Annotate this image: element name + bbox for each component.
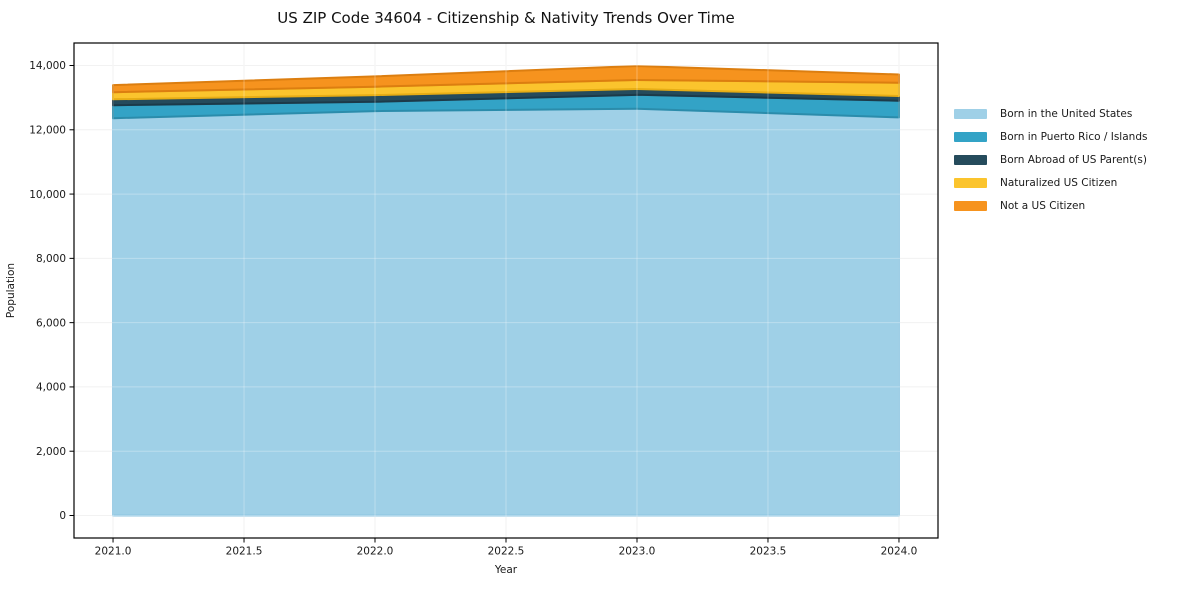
- legend-label: Born Abroad of US Parent(s): [1000, 153, 1147, 166]
- x-tick-label: 2023.0: [619, 546, 656, 558]
- legend: Born in the United States Born in Puerto …: [954, 106, 1147, 214]
- x-tick-label: 2021.0: [95, 546, 132, 558]
- legend-label: Not a US Citizen: [1000, 199, 1086, 212]
- y-tick-label: 8,000: [36, 253, 66, 265]
- legend-item-5: Not a US Citizen: [954, 198, 1147, 214]
- y-tick-label: 12,000: [29, 124, 66, 136]
- y-tick-label: 10,000: [29, 189, 66, 201]
- y-tick-label: 0: [59, 510, 66, 522]
- legend-swatch-icon: [954, 131, 987, 142]
- legend-swatch-icon: [954, 108, 987, 119]
- y-tick-label: 6,000: [36, 317, 66, 329]
- legend-item-1: Born in the United States: [954, 106, 1147, 122]
- legend-item-2: Born in Puerto Rico / Islands: [954, 129, 1147, 145]
- legend-item-3: Born Abroad of US Parent(s): [954, 152, 1147, 168]
- chart-title: US ZIP Code 34604 - Citizenship & Nativi…: [277, 9, 735, 27]
- legend-label: Born in the United States: [1000, 107, 1133, 120]
- area-series-5: [112, 65, 900, 94]
- legend-label: Naturalized US Citizen: [1000, 176, 1118, 189]
- y-tick-label: 4,000: [36, 382, 66, 394]
- y-tick-label: 14,000: [29, 60, 66, 72]
- legend-swatch-icon: [954, 177, 987, 188]
- x-tick-label: 2022.0: [357, 546, 394, 558]
- legend-label: Born in Puerto Rico / Islands: [1000, 130, 1148, 143]
- y-tick-label: 2,000: [36, 446, 66, 458]
- x-tick-label: 2024.0: [881, 546, 918, 558]
- legend-item-4: Naturalized US Citizen: [954, 175, 1147, 191]
- legend-swatch-icon: [954, 200, 987, 211]
- x-tick-label: 2021.5: [226, 546, 263, 558]
- legend-swatch-icon: [954, 154, 987, 165]
- x-tick-label: 2022.5: [488, 546, 525, 558]
- x-axis-label: Year: [494, 564, 518, 576]
- x-tick-label: 2023.5: [750, 546, 787, 558]
- y-axis-label: Population: [5, 263, 17, 318]
